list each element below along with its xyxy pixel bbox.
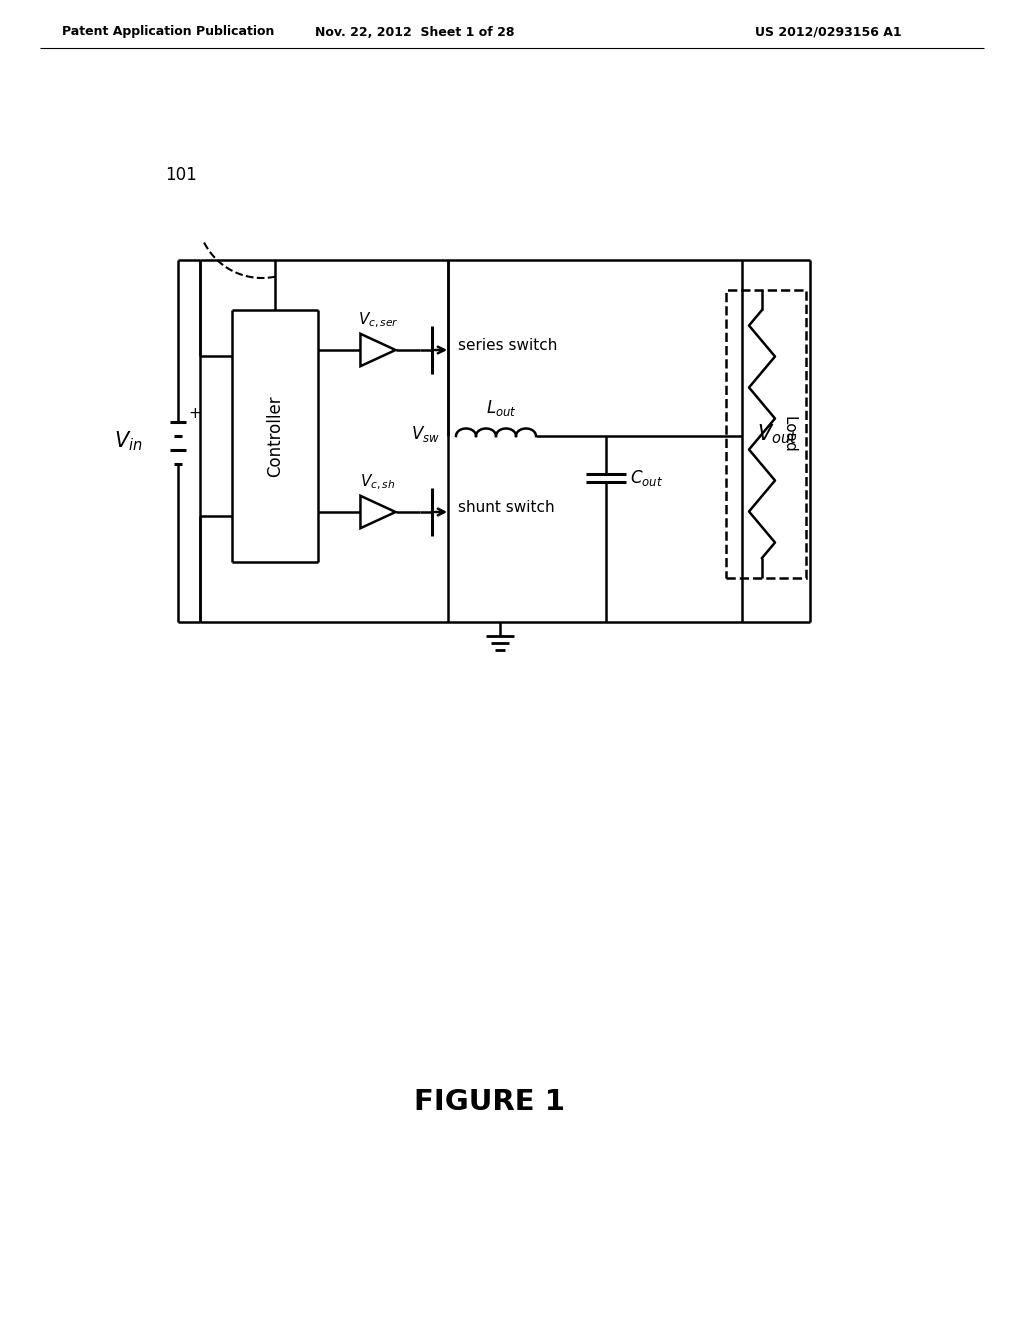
- Text: 101: 101: [165, 166, 197, 183]
- Text: shunt switch: shunt switch: [458, 500, 555, 516]
- Text: Load: Load: [782, 416, 797, 453]
- Text: $V_{c,ser}$: $V_{c,ser}$: [357, 310, 398, 330]
- Text: $V_{sw}$: $V_{sw}$: [411, 424, 440, 444]
- Text: series switch: series switch: [458, 338, 557, 354]
- Text: $L_{out}$: $L_{out}$: [485, 399, 516, 418]
- Text: FIGURE 1: FIGURE 1: [415, 1088, 565, 1115]
- Text: +: +: [188, 407, 201, 421]
- Text: $V_{out}$: $V_{out}$: [757, 422, 798, 446]
- Text: Controller: Controller: [266, 395, 284, 477]
- Text: $V_{in}$: $V_{in}$: [114, 429, 142, 453]
- Text: $C_{out}$: $C_{out}$: [630, 469, 663, 488]
- Text: Nov. 22, 2012  Sheet 1 of 28: Nov. 22, 2012 Sheet 1 of 28: [315, 25, 515, 38]
- Text: Patent Application Publication: Patent Application Publication: [62, 25, 274, 38]
- Text: $V_{c,sh}$: $V_{c,sh}$: [360, 473, 395, 492]
- Text: US 2012/0293156 A1: US 2012/0293156 A1: [755, 25, 901, 38]
